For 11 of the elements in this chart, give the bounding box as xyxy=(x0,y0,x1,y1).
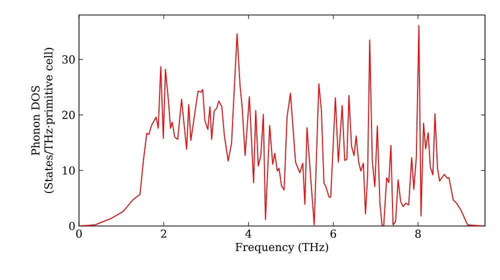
x-tick-label: 2 xyxy=(161,230,166,238)
y-tick-label: 20 xyxy=(62,110,75,120)
y-tick-label: 10 xyxy=(62,166,75,175)
x-tick-label: 6 xyxy=(330,230,336,238)
x-tick-label: 0 xyxy=(76,230,82,238)
y-axis-title: Phonon DOS (States/THz·primitive cell) xyxy=(31,48,55,194)
y-tick-label: 30 xyxy=(62,55,75,64)
x-axis-title: Frequency (THz) xyxy=(236,242,328,254)
x-tick-label: 4 xyxy=(245,230,252,238)
y-tick-label: 0 xyxy=(69,222,75,230)
x-tick-label: 8 xyxy=(415,230,421,238)
